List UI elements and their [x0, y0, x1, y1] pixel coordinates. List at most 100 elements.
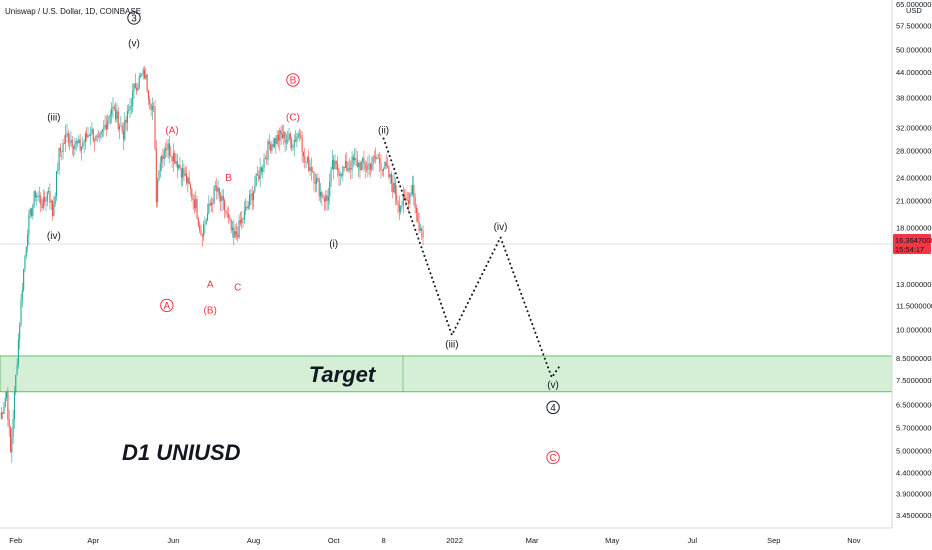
- candle: [310, 157, 312, 181]
- candle: [347, 161, 349, 173]
- candle: [411, 175, 414, 197]
- candle: [118, 123, 121, 140]
- wave-label: A: [207, 280, 214, 291]
- candle: [96, 133, 98, 143]
- candle: [318, 177, 320, 201]
- candle: [193, 194, 195, 214]
- price-tick-label: 21.00000000: [896, 197, 932, 206]
- candle: [108, 115, 110, 125]
- time-tick-label: Jun: [167, 536, 179, 545]
- wave-labels-layer: 3 (v) (iii) (iv) (A) A B A (B) C B (C) (ii) (i) (iii) (…: [47, 11, 560, 465]
- candle: [45, 196, 47, 211]
- candle: [67, 130, 69, 147]
- candle: [406, 192, 408, 202]
- candle: [308, 150, 310, 173]
- candle: [157, 177, 159, 208]
- candle: [296, 133, 298, 148]
- svg-text:(iv): (iv): [494, 222, 508, 233]
- candle: [291, 136, 293, 152]
- candle: [15, 374, 17, 396]
- candle: [292, 144, 294, 151]
- wave-label: (iv): [47, 231, 61, 242]
- candle: [49, 183, 51, 210]
- candle: [38, 186, 40, 204]
- candle: [368, 154, 370, 176]
- candle: [9, 425, 12, 453]
- candle: [132, 83, 134, 113]
- time-tick-label: 8: [382, 536, 386, 545]
- candle: [27, 229, 29, 253]
- candle: [267, 138, 269, 166]
- price-axis[interactable]: 65.00000000 57.50000000 50.00000000 44.0000…: [896, 0, 932, 520]
- candle: [356, 151, 358, 168]
- candle: [197, 217, 199, 228]
- candle: [255, 172, 257, 187]
- price-tick-label: 13.00000000: [896, 280, 932, 289]
- candle: [301, 131, 303, 163]
- price-tick-label: 11.50000000: [896, 301, 932, 310]
- candle: [379, 152, 381, 173]
- candle: [30, 207, 33, 218]
- candle: [146, 73, 148, 93]
- candle: [348, 158, 350, 173]
- candle: [302, 151, 305, 164]
- candle: [305, 161, 307, 169]
- candle: [316, 174, 318, 193]
- candle: [254, 176, 256, 194]
- candle: [63, 135, 65, 145]
- price-tick-label: 3.90000000: [896, 490, 932, 499]
- candle: [105, 115, 107, 137]
- candle: [283, 124, 285, 146]
- candle: [275, 135, 277, 155]
- candle: [233, 219, 235, 246]
- candle: [124, 112, 126, 142]
- wave-label: A: [160, 298, 174, 313]
- candle: [207, 203, 209, 222]
- candle: [277, 129, 280, 149]
- candle: [266, 150, 268, 165]
- candle: [313, 171, 315, 192]
- candle: [159, 156, 161, 178]
- time-axis[interactable]: Feb Apr Jun Aug Oct 8 2022 Mar May Jul Sep Nov: [9, 536, 861, 545]
- candle: [300, 129, 302, 140]
- candle: [323, 195, 326, 211]
- candle: [309, 159, 311, 177]
- candle: [281, 124, 283, 140]
- candle: [298, 128, 301, 142]
- candle: [252, 191, 255, 210]
- candle: [381, 169, 383, 176]
- candle: [138, 72, 140, 90]
- candle: [287, 130, 289, 145]
- price-tick-label: 10.00000000: [896, 326, 932, 335]
- candle: [58, 147, 60, 176]
- time-tick-label: Oct: [328, 536, 341, 545]
- candle: [122, 122, 125, 150]
- candle: [231, 221, 234, 238]
- candle: [355, 148, 357, 167]
- candle: [373, 150, 375, 163]
- candle: [116, 103, 118, 123]
- candle: [284, 131, 286, 153]
- current-price-badge: 16.36470000 15:54:17: [893, 234, 932, 255]
- candle: [86, 127, 88, 142]
- candle: [113, 104, 115, 111]
- candle: [339, 171, 341, 186]
- candle: [326, 189, 328, 211]
- candle: [237, 226, 239, 242]
- candle: [70, 131, 72, 147]
- candle: [338, 167, 340, 186]
- candle: [97, 130, 100, 139]
- time-tick-label: Mar: [526, 536, 539, 545]
- candle: [174, 150, 176, 165]
- price-tick-label: 8.50000000: [896, 354, 932, 363]
- candle: [239, 211, 241, 227]
- candle: [203, 220, 205, 241]
- target-label: Target: [309, 362, 377, 387]
- time-tick-label: May: [605, 536, 619, 545]
- candle: [91, 121, 93, 135]
- svg-text:(iii): (iii): [445, 340, 458, 351]
- candle: [419, 223, 421, 231]
- candle: [164, 142, 167, 159]
